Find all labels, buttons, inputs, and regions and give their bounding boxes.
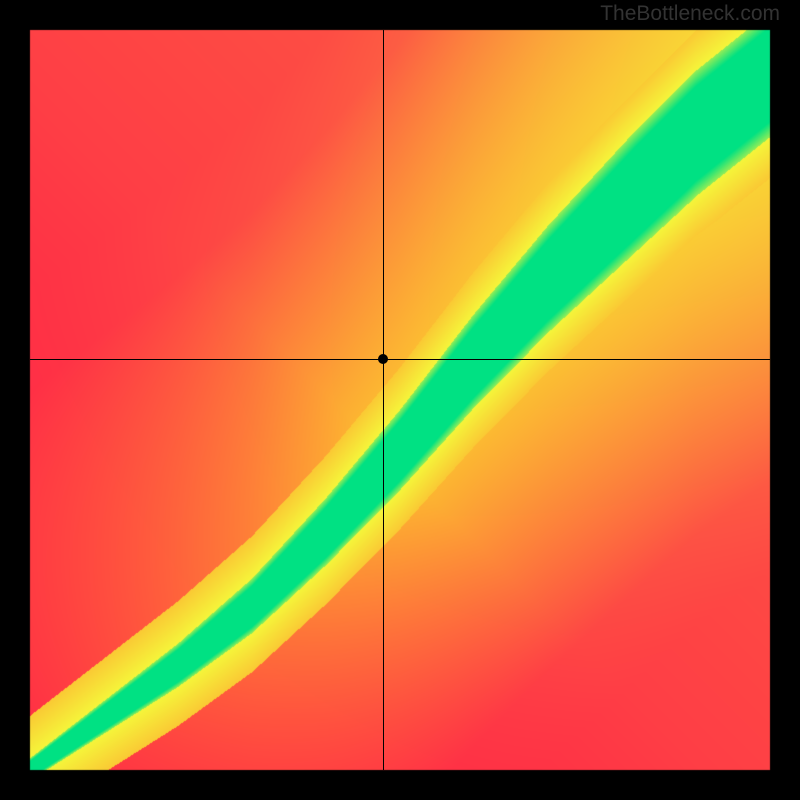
crosshair-vertical [383, 30, 384, 770]
heatmap-canvas [0, 0, 800, 800]
watermark-text: TheBottleneck.com [600, 2, 780, 26]
crosshair-horizontal [30, 359, 770, 360]
